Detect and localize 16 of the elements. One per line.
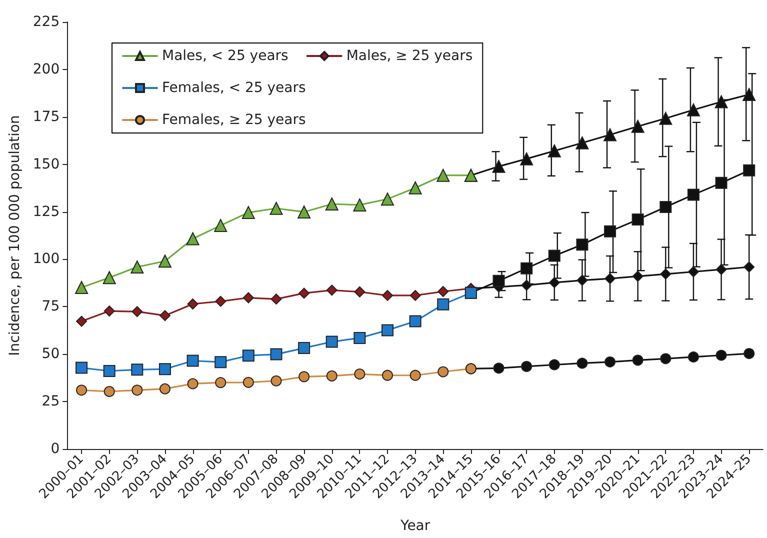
y-tick-label: 225 [32, 14, 60, 30]
y-tick-label: 175 [32, 108, 60, 125]
legend-label: Males, < 25 years [162, 48, 288, 64]
legend-label: Females, ≥ 25 years [162, 112, 306, 128]
y-tick-label: 150 [32, 156, 60, 172]
legend-label: Males, ≥ 25 years [346, 48, 473, 64]
y-tick-label: 100 [32, 251, 60, 268]
y-tick-label: 0 [50, 441, 60, 457]
y-tick-label: 200 [32, 61, 60, 78]
y-tick-label: 75 [42, 298, 60, 315]
y-tick-label: 50 [42, 346, 60, 362]
y-tick-label: 25 [42, 394, 60, 410]
y-tick-label: 125 [32, 204, 60, 220]
y-axis-title: Incidence, per 100 000 population [7, 115, 23, 356]
x-axis-title: Year [399, 518, 430, 534]
legend-label: Females, < 25 years [162, 80, 306, 96]
